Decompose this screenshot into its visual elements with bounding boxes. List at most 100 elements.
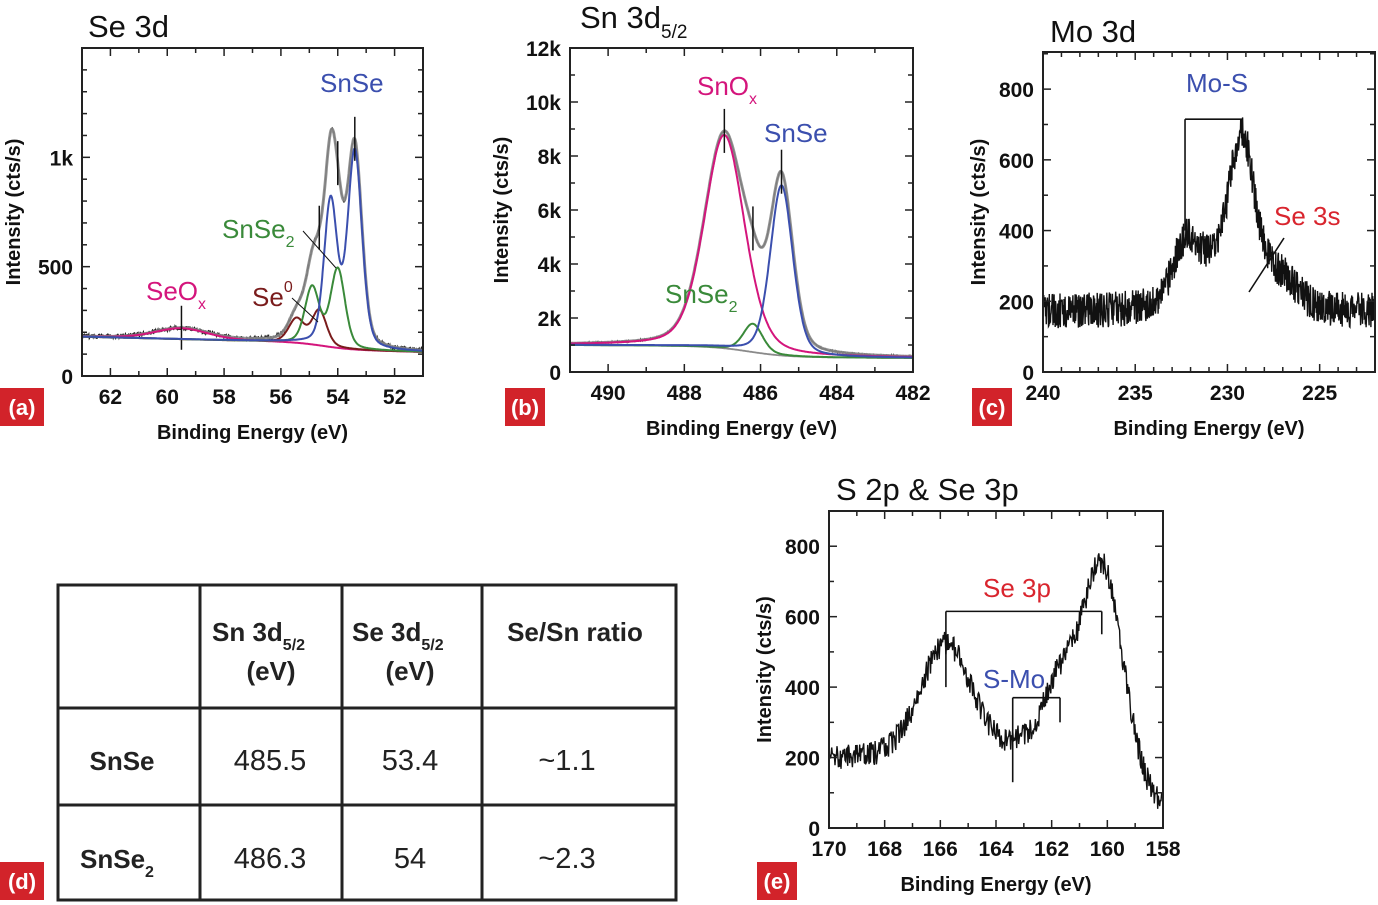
svg-text:(a): (a)	[9, 395, 36, 420]
y-axis-label: Intensity (cts/s)	[3, 139, 25, 286]
component-snse	[570, 184, 913, 359]
plot-area-e	[829, 553, 1163, 809]
panel-c-title: Mo 3d	[1050, 14, 1136, 49]
label-b-snse: SnSe	[764, 118, 828, 148]
plot-area-c	[1043, 117, 1375, 330]
leader-snse2	[302, 230, 337, 269]
row-snse-se: 53.4	[382, 745, 438, 777]
y-tick-label: 2k	[538, 308, 562, 331]
y-axis-label: Intensity (cts/s)	[968, 139, 990, 286]
y-tick-label: 400	[785, 677, 820, 700]
x-tick-label: 62	[99, 386, 122, 409]
x-tick-label: 235	[1118, 382, 1153, 405]
x-tick-label: 482	[895, 382, 930, 405]
row-snse-name: SnSe	[89, 746, 154, 776]
x-axis-label: Binding Energy (eV)	[646, 418, 837, 440]
x-tick-label: 170	[811, 838, 846, 861]
plot-frame	[828, 510, 1164, 829]
y-tick-label: 200	[999, 291, 1034, 314]
fit-envelope	[570, 129, 913, 358]
row-snse-ratio: ~1.1	[538, 745, 595, 777]
x-tick-label: 164	[978, 838, 1013, 861]
x-tick-label: 225	[1302, 382, 1337, 405]
x-tick-label: 484	[819, 382, 854, 405]
x-axis-label: Binding Energy (eV)	[900, 874, 1091, 896]
y-tick-label: 800	[785, 536, 820, 559]
leader-se0	[291, 297, 319, 323]
measured-spectrum	[570, 129, 913, 359]
header-sn3d-unit: (eV)	[246, 656, 295, 686]
panel-letter-b: (b)	[505, 388, 545, 426]
row-snse2-ratio: ~2.3	[538, 843, 595, 875]
plot-frame	[569, 47, 914, 373]
x-tick-label: 166	[923, 838, 958, 861]
row-snse2-name: SnSe2	[80, 844, 154, 881]
y-tick-label: 1k	[50, 147, 74, 170]
measured-spectrum	[829, 553, 1163, 809]
label-a-snse2: SnSe2	[222, 214, 295, 251]
label-e-s-mo: S-Mo	[983, 664, 1045, 694]
x-tick-label: 486	[743, 382, 778, 405]
x-axis-label: Binding Energy (eV)	[157, 422, 348, 444]
header-se3d-unit: (eV)	[385, 656, 434, 686]
plot-frame	[81, 47, 424, 377]
label-a-snse: SnSe	[320, 68, 384, 98]
x-tick-label: 168	[867, 838, 902, 861]
x-tick-label: 158	[1145, 838, 1180, 861]
x-axis-label: Binding Energy (eV)	[1113, 418, 1304, 440]
label-b-snox: SnOx	[697, 71, 757, 108]
component-snox	[570, 134, 913, 358]
label-a-seox: SeOx	[146, 276, 206, 313]
component-snse	[82, 147, 423, 352]
y-tick-label: 8k	[538, 146, 562, 169]
x-tick-label: 490	[591, 382, 626, 405]
y-tick-label: 0	[1022, 362, 1034, 385]
measured-spectrum	[1043, 117, 1375, 330]
header-sn3d: Sn 3d5/2	[212, 617, 305, 654]
row-snse2-sn: 486.3	[234, 843, 307, 875]
x-tick-label: 58	[212, 386, 236, 409]
label-c-se3s: Se 3s	[1274, 201, 1341, 231]
x-tick-label: 162	[1034, 838, 1069, 861]
y-tick-label: 0	[61, 366, 73, 389]
chart-panel-b: 490 488 486 484 482 0 2k 4k 6k 8k 10k 12k Binding En…	[491, 38, 931, 440]
plot-area-b	[570, 108, 913, 359]
summary-table: Sn 3d5/2 (eV) Se 3d5/2 (eV) Se/Sn ratio …	[56, 583, 678, 902]
panel-letter-c: (c)	[972, 388, 1012, 426]
y-tick-label: 0	[808, 818, 820, 841]
x-tick-label: 52	[383, 386, 406, 409]
y-tick-label: 800	[999, 79, 1034, 102]
panel-letter-e: (e)	[757, 862, 797, 900]
x-tick-label: 230	[1210, 382, 1245, 405]
svg-text:(d): (d)	[8, 869, 36, 894]
panel-a-title: Se 3d	[88, 9, 169, 44]
chart-panel-a: 62 60 58 56 54 52 0 500 1k Binding Energy (eV) Int…	[3, 47, 424, 444]
x-tick-label: 240	[1025, 382, 1060, 405]
row-snse2-se: 54	[394, 843, 426, 875]
plots: 62 60 58 56 54 52 0 500 1k Binding Energy (eV) Int…	[3, 38, 1376, 896]
y-tick-label: 10k	[526, 92, 561, 115]
row-snse-sn: 485.5	[234, 745, 307, 777]
y-tick-label: 600	[999, 150, 1034, 173]
y-tick-label: 12k	[526, 38, 561, 61]
panel-b-title: Sn 3d5/2	[580, 0, 687, 43]
plot-frame	[1042, 51, 1376, 373]
chart-panel-c: 240 235 230 225 0 200 400 600 800 Binding Energy …	[968, 51, 1376, 440]
leader-se3s	[1248, 237, 1285, 293]
y-tick-label: 200	[785, 748, 820, 771]
x-tick-label: 488	[667, 382, 702, 405]
x-tick-label: 56	[269, 386, 292, 409]
y-tick-label: 600	[785, 607, 820, 630]
panel-e-title: S 2p & Se 3p	[836, 472, 1019, 507]
y-axis-label: Intensity (cts/s)	[754, 596, 776, 743]
chart-panel-e: 170 168 166 164 162 160 158 0 200 400 600 800 Bindin…	[754, 510, 1181, 896]
x-tick-label: 54	[326, 386, 350, 409]
label-c-mo-s: Mo-S	[1186, 68, 1248, 98]
plot-area-a	[82, 116, 423, 353]
svg-text:(b): (b)	[511, 395, 539, 420]
y-tick-label: 400	[999, 221, 1034, 244]
y-tick-label: 6k	[538, 200, 562, 223]
label-a-se0: Se0	[252, 279, 293, 312]
y-tick-label: 4k	[538, 254, 562, 277]
